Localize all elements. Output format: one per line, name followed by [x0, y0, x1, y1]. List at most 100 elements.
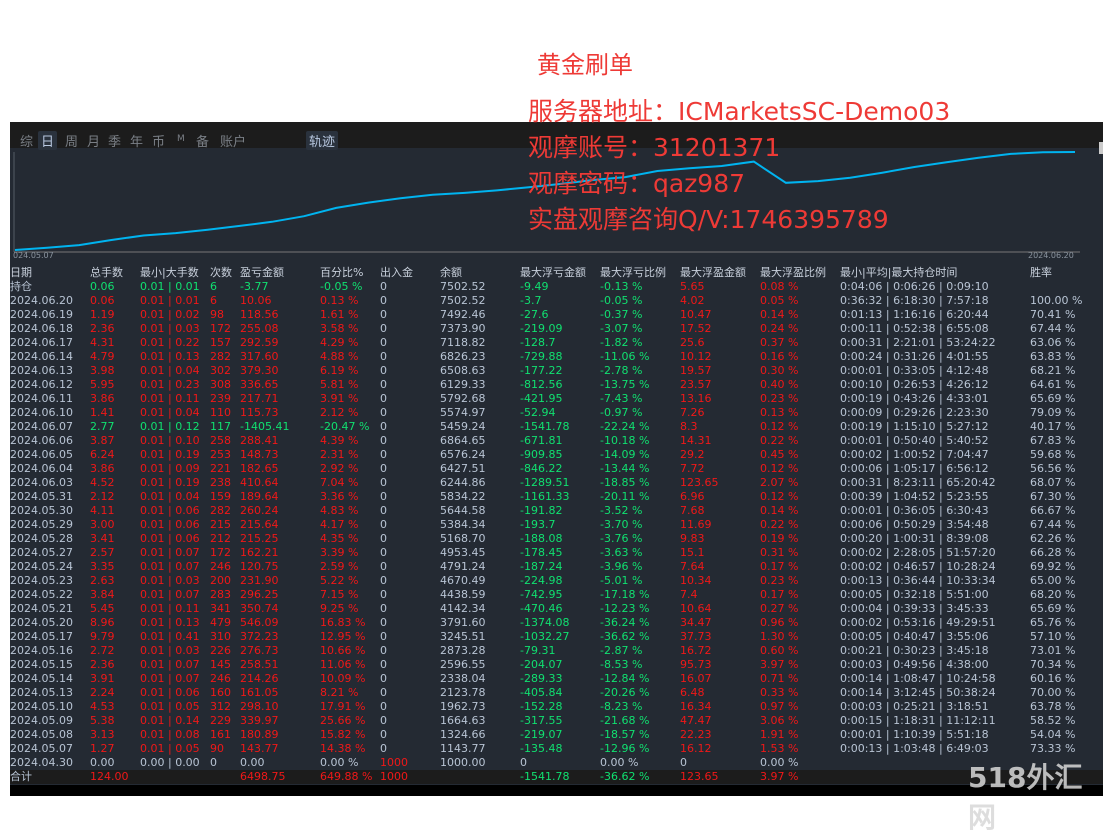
- cell-pnl: 214.26: [240, 672, 279, 685]
- cell-lots: 4.53: [90, 700, 115, 713]
- tab-2[interactable]: 周: [65, 135, 79, 150]
- cell-percent: 10.09 %: [320, 672, 366, 685]
- cell-max-float-loss-pct: -3.96 %: [600, 560, 643, 573]
- tab-5[interactable]: 年: [130, 135, 144, 150]
- cell-lots: 2.77: [90, 420, 115, 433]
- cell-hold-time: 0:00:19 | 0:43:26 | 4:33:01: [840, 392, 989, 405]
- cell-pnl: 189.64: [240, 490, 279, 503]
- tab-4[interactable]: 季: [108, 135, 122, 150]
- cell-win-rate: 79.09 %: [1030, 406, 1076, 419]
- cell-max-float-loss: -421.95: [520, 392, 563, 405]
- cell-balance: 余额: [440, 266, 462, 279]
- cell-date: 日期: [10, 266, 32, 279]
- cell-min-max-lots: 0.01 | 0.10: [140, 434, 200, 447]
- cell-count: 312: [210, 700, 231, 713]
- cell-deposit: 0: [380, 686, 387, 699]
- chart-slider-handle[interactable]: [1099, 142, 1103, 154]
- cell-balance: 5459.24: [440, 420, 486, 433]
- tab-6[interactable]: 币: [152, 135, 166, 150]
- cell-max-float-profit-pct: 0.17 %: [760, 588, 799, 601]
- cell-max-float-profit: 23.57: [680, 378, 712, 391]
- cell-balance: 6826.23: [440, 350, 486, 363]
- cell-min-max-lots: 0.01 | 0.13: [140, 350, 200, 363]
- cell-max-float-profit-pct: 0.23 %: [760, 574, 799, 587]
- cell-min-max-lots: 0.01 | 0.01: [140, 280, 200, 293]
- table-row: 2024.06.20 0.06 0.01 | 0.01 6 10.06 0.13 % 0 75…: [10, 294, 1103, 308]
- cell-min-max-lots: 0.01 | 0.03: [140, 644, 200, 657]
- cell-max-float-loss: -178.45: [520, 546, 563, 559]
- cell-max-float-profit: 14.31: [680, 434, 712, 447]
- cell-lots: 3.35: [90, 560, 115, 573]
- cell-hold-time: 0:00:01 | 1:10:39 | 5:51:18: [840, 728, 989, 741]
- cell-min-max-lots: 最小|大手数: [140, 266, 199, 279]
- cell-lots: 总手数: [90, 266, 123, 279]
- tab-9[interactable]: 账户: [220, 135, 247, 150]
- tab-7[interactable]: M: [177, 134, 185, 144]
- cell-max-float-profit-pct: 0.17 %: [760, 560, 799, 573]
- cell-max-float-loss-pct: -10.18 %: [600, 434, 650, 447]
- cell-max-float-profit-pct: 0.40 %: [760, 378, 799, 391]
- cell-max-float-loss-pct: -7.43 %: [600, 392, 643, 405]
- cell-max-float-profit: 34.47: [680, 616, 712, 629]
- cell-max-float-profit: 19.57: [680, 364, 712, 377]
- cell-percent: -0.05 %: [320, 280, 363, 293]
- cell-deposit: 0: [380, 742, 387, 755]
- track-button[interactable]: 轨迹: [306, 131, 339, 150]
- cell-count: 159: [210, 490, 231, 503]
- cell-date: 合计: [10, 770, 32, 783]
- cell-pnl: 118.56: [240, 308, 279, 321]
- cell-lots: 2.72: [90, 644, 115, 657]
- cell-max-float-profit: 16.72: [680, 644, 712, 657]
- cell-max-float-loss: -909.85: [520, 448, 563, 461]
- cell-pnl: 379.30: [240, 364, 279, 377]
- cell-max-float-loss: -187.24: [520, 560, 563, 573]
- cell-hold-time: 0:00:19 | 1:15:10 | 5:27:12: [840, 420, 989, 433]
- cell-max-float-loss: -470.46: [520, 602, 563, 615]
- cell-deposit: 0: [380, 630, 387, 643]
- cell-deposit: 0: [380, 308, 387, 321]
- cell-date: 2024.06.17: [10, 336, 73, 349]
- cell-max-float-loss-pct: -36.24 %: [600, 616, 650, 629]
- cell-max-float-loss-pct: -36.62 %: [600, 770, 650, 783]
- cell-percent: -20.47 %: [320, 420, 370, 433]
- cell-count: 226: [210, 644, 231, 657]
- cell-win-rate: 67.30 %: [1030, 490, 1076, 503]
- cell-count: 282: [210, 504, 231, 517]
- cell-count: 282: [210, 350, 231, 363]
- cell-date: 2024.06.19: [10, 308, 73, 321]
- cell-win-rate: 63.06 %: [1030, 336, 1076, 349]
- cell-lots: 3.98: [90, 364, 115, 377]
- tab-3[interactable]: 月: [87, 135, 101, 150]
- cell-pnl: 182.65: [240, 462, 279, 475]
- cell-max-float-profit-pct: 0.22 %: [760, 518, 799, 531]
- tab-1[interactable]: 日: [38, 131, 58, 150]
- cell-date: 2024.05.07: [10, 742, 73, 755]
- cell-max-float-loss-pct: -13.44 %: [600, 462, 650, 475]
- cell-min-max-lots: 0.01 | 0.41: [140, 630, 200, 643]
- cell-count: 200: [210, 574, 231, 587]
- cell-max-float-profit-pct: 0.16 %: [760, 350, 799, 363]
- cell-percent: 3.39 %: [320, 546, 359, 559]
- tab-8[interactable]: 备: [196, 135, 210, 150]
- cell-lots: 4.11: [90, 504, 115, 517]
- cell-count: 308: [210, 378, 231, 391]
- tab-0[interactable]: 综: [20, 135, 34, 150]
- cell-max-float-profit: 4.02: [680, 294, 705, 307]
- cell-lots: 3.41: [90, 532, 115, 545]
- cell-max-float-loss-pct: -2.78 %: [600, 364, 643, 377]
- cell-date: 2024.06.07: [10, 420, 73, 433]
- cell-hold-time: 0:00:21 | 0:30:23 | 3:45:18: [840, 644, 989, 657]
- table-row: 2024.05.28 3.41 0.01 | 0.06 212 215.25 4.35 %…: [10, 532, 1103, 546]
- table-row: 2024.05.14 3.91 0.01 | 0.07 246 214.26 10.09 …: [10, 672, 1103, 686]
- cell-hold-time: 0:00:09 | 0:29:26 | 2:23:30: [840, 406, 989, 419]
- cell-max-float-loss-pct: -36.62 %: [600, 630, 650, 643]
- chart-end-date: 2024.06.20: [1028, 251, 1074, 260]
- cell-min-max-lots: 0.01 | 0.22: [140, 336, 200, 349]
- cell-pnl: 336.65: [240, 378, 279, 391]
- cell-max-float-profit-pct: 0.13 %: [760, 406, 799, 419]
- cell-balance: 6576.24: [440, 448, 486, 461]
- cell-win-rate: 64.61 %: [1030, 378, 1076, 391]
- table-row: 2024.05.22 3.84 0.01 | 0.07 283 296.25 7.15 %…: [10, 588, 1103, 602]
- cell-date: 2024.04.30: [10, 756, 73, 769]
- cell-max-float-loss-pct: 0.00 %: [600, 756, 639, 769]
